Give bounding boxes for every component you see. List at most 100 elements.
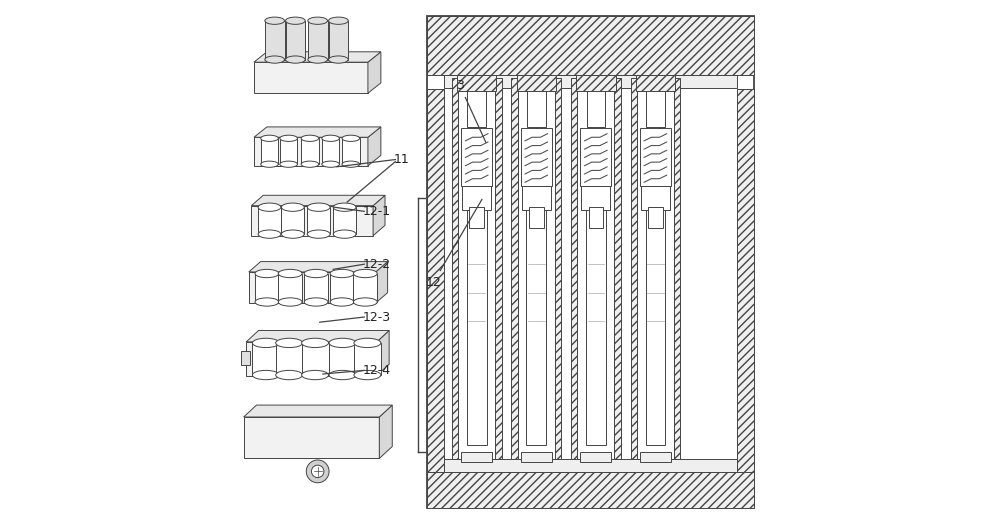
- Bar: [286, 21, 305, 60]
- Ellipse shape: [329, 17, 348, 24]
- Bar: [354, 343, 381, 375]
- Bar: [527, 88, 546, 127]
- Bar: [251, 206, 373, 236]
- Ellipse shape: [261, 135, 278, 141]
- Circle shape: [306, 460, 329, 483]
- Bar: [452, 78, 458, 459]
- Bar: [333, 207, 356, 234]
- Polygon shape: [249, 262, 388, 272]
- Bar: [252, 343, 279, 375]
- Ellipse shape: [286, 17, 305, 24]
- Bar: [555, 78, 561, 459]
- Ellipse shape: [258, 230, 281, 238]
- Bar: [674, 78, 680, 459]
- Bar: [458, 78, 495, 459]
- Bar: [276, 343, 303, 375]
- Bar: [427, 16, 754, 508]
- Bar: [308, 21, 328, 60]
- Text: 12-2: 12-2: [363, 257, 391, 271]
- Bar: [427, 89, 444, 472]
- Bar: [640, 452, 671, 462]
- Polygon shape: [254, 127, 381, 137]
- Bar: [342, 138, 360, 164]
- Polygon shape: [244, 405, 392, 417]
- Text: 12-1: 12-1: [363, 205, 391, 218]
- Ellipse shape: [308, 56, 328, 63]
- Ellipse shape: [307, 203, 330, 211]
- Bar: [526, 186, 546, 445]
- Circle shape: [311, 465, 324, 478]
- Bar: [329, 21, 348, 60]
- Bar: [304, 274, 328, 302]
- Bar: [302, 343, 329, 375]
- Ellipse shape: [322, 135, 339, 141]
- Bar: [246, 342, 377, 376]
- Bar: [580, 128, 611, 186]
- Ellipse shape: [353, 269, 377, 278]
- Ellipse shape: [354, 370, 381, 380]
- Polygon shape: [251, 195, 385, 206]
- Ellipse shape: [265, 17, 285, 24]
- Ellipse shape: [302, 338, 329, 348]
- Ellipse shape: [333, 230, 356, 238]
- Bar: [469, 207, 484, 228]
- Ellipse shape: [286, 56, 305, 63]
- Polygon shape: [377, 330, 389, 376]
- Ellipse shape: [302, 370, 329, 380]
- Bar: [462, 186, 491, 210]
- Bar: [307, 207, 330, 234]
- Bar: [521, 452, 552, 462]
- Ellipse shape: [301, 135, 319, 141]
- Polygon shape: [376, 262, 388, 303]
- Ellipse shape: [307, 230, 330, 238]
- Bar: [587, 88, 605, 127]
- Ellipse shape: [342, 161, 360, 167]
- Bar: [330, 274, 354, 302]
- Ellipse shape: [276, 370, 303, 380]
- Bar: [255, 274, 279, 302]
- Bar: [511, 78, 518, 459]
- Bar: [737, 89, 754, 472]
- Bar: [329, 343, 356, 375]
- Ellipse shape: [252, 338, 279, 348]
- Bar: [444, 459, 737, 472]
- Bar: [322, 138, 339, 164]
- Ellipse shape: [330, 298, 354, 306]
- Ellipse shape: [276, 338, 303, 348]
- Bar: [518, 78, 555, 459]
- Ellipse shape: [329, 370, 356, 380]
- Bar: [577, 78, 614, 459]
- Bar: [301, 138, 319, 164]
- Bar: [495, 78, 502, 459]
- Ellipse shape: [304, 269, 328, 278]
- Ellipse shape: [278, 269, 302, 278]
- Bar: [586, 186, 606, 445]
- Ellipse shape: [329, 56, 348, 63]
- Bar: [581, 186, 610, 210]
- Ellipse shape: [252, 370, 279, 380]
- Polygon shape: [246, 330, 389, 342]
- Ellipse shape: [353, 298, 377, 306]
- Text: 12-4: 12-4: [363, 364, 391, 377]
- Text: 3: 3: [456, 79, 486, 142]
- Bar: [249, 272, 376, 303]
- Ellipse shape: [255, 298, 279, 306]
- Ellipse shape: [280, 135, 297, 141]
- Bar: [614, 78, 621, 459]
- Ellipse shape: [322, 161, 339, 167]
- Bar: [580, 452, 611, 462]
- Bar: [265, 21, 285, 60]
- Ellipse shape: [301, 161, 319, 167]
- Bar: [281, 207, 304, 234]
- Bar: [444, 75, 737, 88]
- Polygon shape: [368, 52, 381, 93]
- Bar: [254, 62, 368, 93]
- Bar: [631, 78, 637, 459]
- Ellipse shape: [342, 135, 360, 141]
- Bar: [641, 186, 670, 210]
- Ellipse shape: [280, 161, 297, 167]
- Ellipse shape: [330, 269, 354, 278]
- Bar: [571, 78, 577, 459]
- Bar: [461, 128, 492, 186]
- Text: 12-3: 12-3: [363, 310, 391, 324]
